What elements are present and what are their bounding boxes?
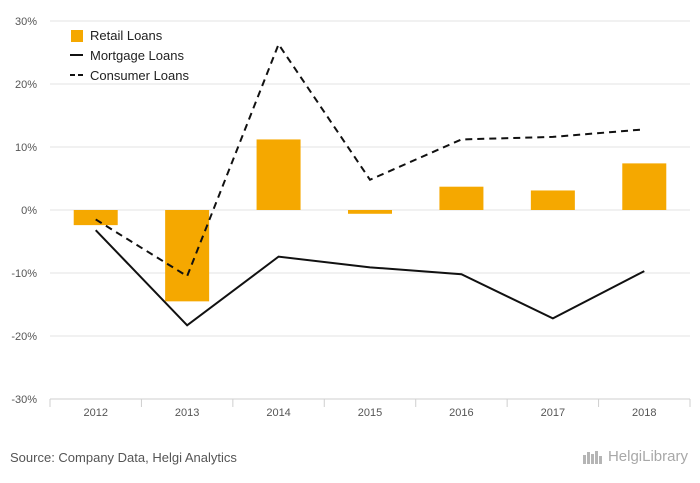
library-icon [582, 450, 602, 464]
x-tick-label: 2013 [175, 407, 199, 419]
line-series [94, 42, 645, 327]
y-tick-label: -20% [11, 331, 37, 343]
y-tick-label: 0% [21, 205, 37, 217]
y-axis: 30% 20% 10% 0% -10% -20% -30% [11, 16, 37, 406]
x-tick-label: 2017 [541, 407, 565, 419]
x-tick-label: 2016 [449, 407, 473, 419]
x-axis: 2012 2013 2014 2015 2016 2017 2018 [49, 398, 691, 419]
line-consumer-loans [95, 42, 645, 278]
bar-retail-loans [622, 163, 667, 210]
y-tick-label: 10% [15, 142, 37, 154]
x-tick-label: 2018 [632, 407, 656, 419]
y-tick-label: -30% [11, 394, 37, 406]
bar-retail-loans [256, 139, 301, 210]
x-tick-label: 2014 [266, 407, 290, 419]
x-tick-label: 2015 [358, 407, 382, 419]
y-tick-label: 30% [15, 16, 37, 28]
y-tick-label: 20% [15, 79, 37, 91]
legend-swatch-retail [71, 30, 83, 42]
bar-series [73, 139, 667, 302]
brand-logo[interactable]: HelgiLibrary [582, 448, 688, 465]
source-note: Source: Company Data, Helgi Analytics [10, 450, 237, 465]
bar-retail-loans [530, 190, 575, 210]
y-tick-label: -10% [11, 268, 37, 280]
bar-retail-loans [439, 186, 484, 210]
chart: 30% 20% 10% 0% -10% -20% -30% 2012 2013 2014 2015… [11, 16, 691, 419]
legend: Retail Loans Mortgage Loans Consumer Loa… [70, 28, 189, 83]
bar-retail-loans [73, 210, 118, 226]
bar-retail-loans [348, 210, 392, 214]
legend-label-mortgage: Mortgage Loans [90, 48, 184, 63]
brand-name: HelgiLibrary [607, 448, 688, 465]
legend-label-consumer: Consumer Loans [90, 68, 189, 83]
line-mortgage-loans [94, 229, 645, 327]
bar-retail-loans [165, 210, 210, 302]
legend-label-retail: Retail Loans [90, 28, 163, 43]
x-tick-label: 2012 [83, 407, 107, 419]
